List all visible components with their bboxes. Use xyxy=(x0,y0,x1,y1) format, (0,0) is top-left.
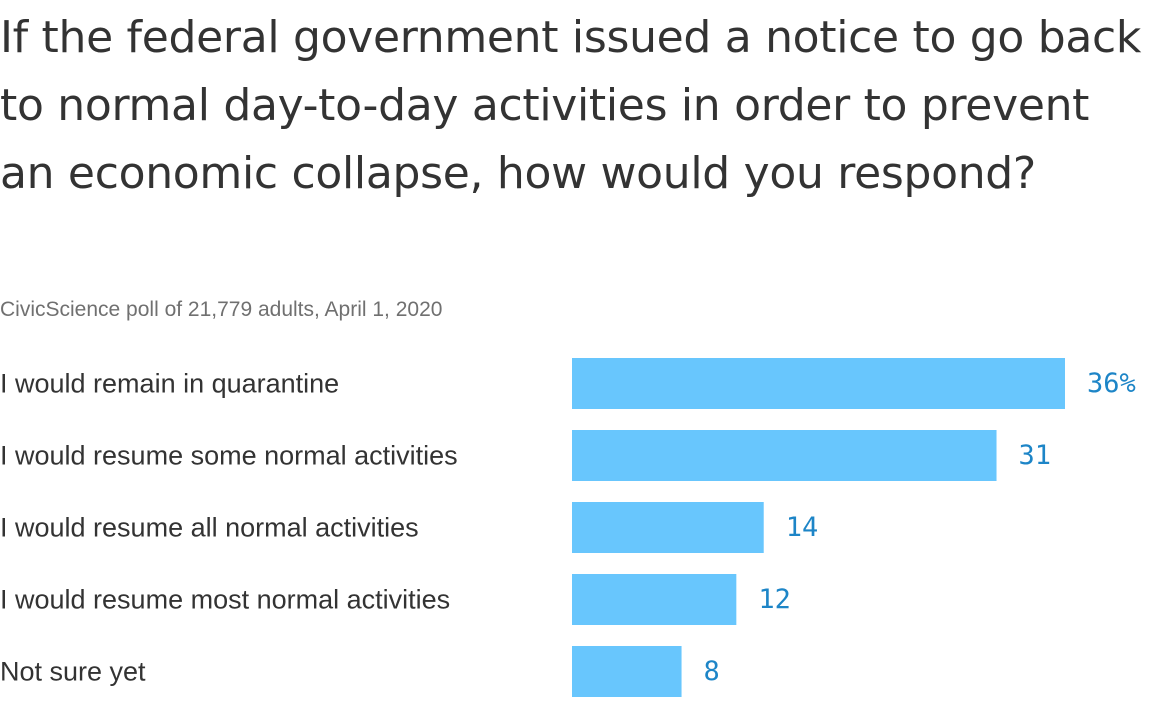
bar xyxy=(572,358,1065,409)
bar xyxy=(572,646,682,697)
value-label: 14 xyxy=(786,512,819,543)
bar-chart: I would remain in quarantine 36% I would r… xyxy=(0,358,1136,697)
bar xyxy=(572,430,997,481)
value-label: 36% xyxy=(1087,368,1136,399)
category-label: Not sure yet xyxy=(0,657,146,687)
chart-title: If the federal government issued a notic… xyxy=(0,12,1142,199)
value-label: 12 xyxy=(758,584,791,615)
bar xyxy=(572,574,737,625)
category-label: I would resume some normal activities xyxy=(0,441,458,471)
category-label: I would remain in quarantine xyxy=(0,369,339,399)
category-label: I would resume most normal activities xyxy=(0,585,450,615)
category-label: I would resume all normal activities xyxy=(0,513,419,543)
value-label: 8 xyxy=(704,656,720,687)
bar xyxy=(572,502,764,553)
value-label: 31 xyxy=(1019,440,1052,471)
chart-subtitle: CivicScience poll of 21,779 adults, Apri… xyxy=(0,298,443,321)
